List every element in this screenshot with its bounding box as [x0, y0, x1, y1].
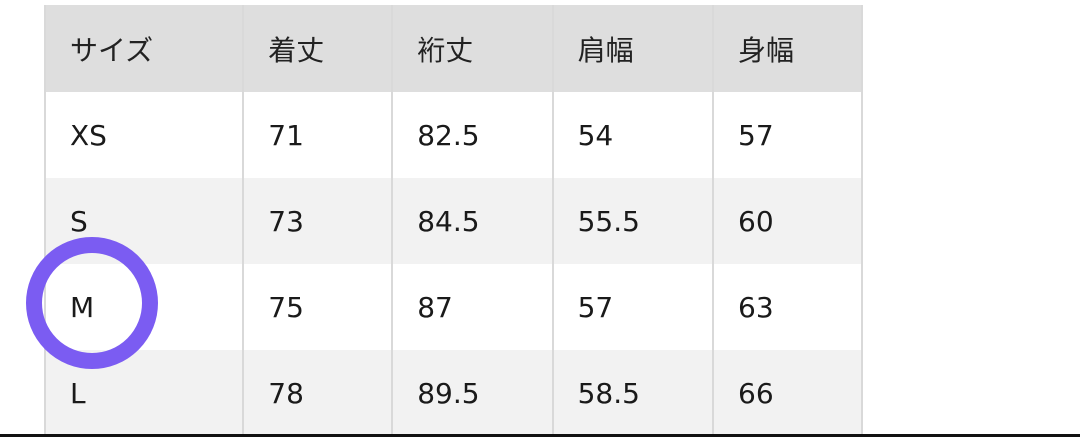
header-size: サイズ [43, 5, 245, 92]
cell: 63 [712, 264, 863, 350]
cell: 66 [712, 350, 863, 436]
header-shoulder: 肩幅 [551, 5, 715, 92]
cell-size: XS [43, 92, 245, 178]
table-row: L 78 89.5 58.5 66 [43, 350, 863, 436]
cell: 73 [242, 178, 394, 264]
cell: 54 [551, 92, 715, 178]
cell: 78 [242, 350, 394, 436]
divider [0, 434, 1080, 437]
cell: 75 [242, 264, 394, 350]
header-length: 着丈 [242, 5, 394, 92]
cell: 58.5 [551, 350, 715, 436]
header-row: サイズ 着丈 裄丈 肩幅 身幅 [43, 5, 863, 92]
cell: 55.5 [551, 178, 715, 264]
cell: 87 [391, 264, 554, 350]
cell: 89.5 [391, 350, 554, 436]
cell: 57 [712, 92, 863, 178]
cell: 82.5 [391, 92, 554, 178]
cell: 60 [712, 178, 863, 264]
cell: 84.5 [391, 178, 554, 264]
cell: 71 [242, 92, 394, 178]
size-chart-table: サイズ 着丈 裄丈 肩幅 身幅 XS 71 82.5 54 57 S 73 84… [43, 5, 863, 436]
highlight-circle-annotation [26, 237, 158, 369]
table-row: S 73 84.5 55.5 60 [43, 178, 863, 264]
cell: 57 [551, 264, 715, 350]
table-row: XS 71 82.5 54 57 [43, 92, 863, 178]
header-sleeve: 裄丈 [391, 5, 554, 92]
header-width: 身幅 [712, 5, 863, 92]
table-row: M 75 87 57 63 [43, 264, 863, 350]
